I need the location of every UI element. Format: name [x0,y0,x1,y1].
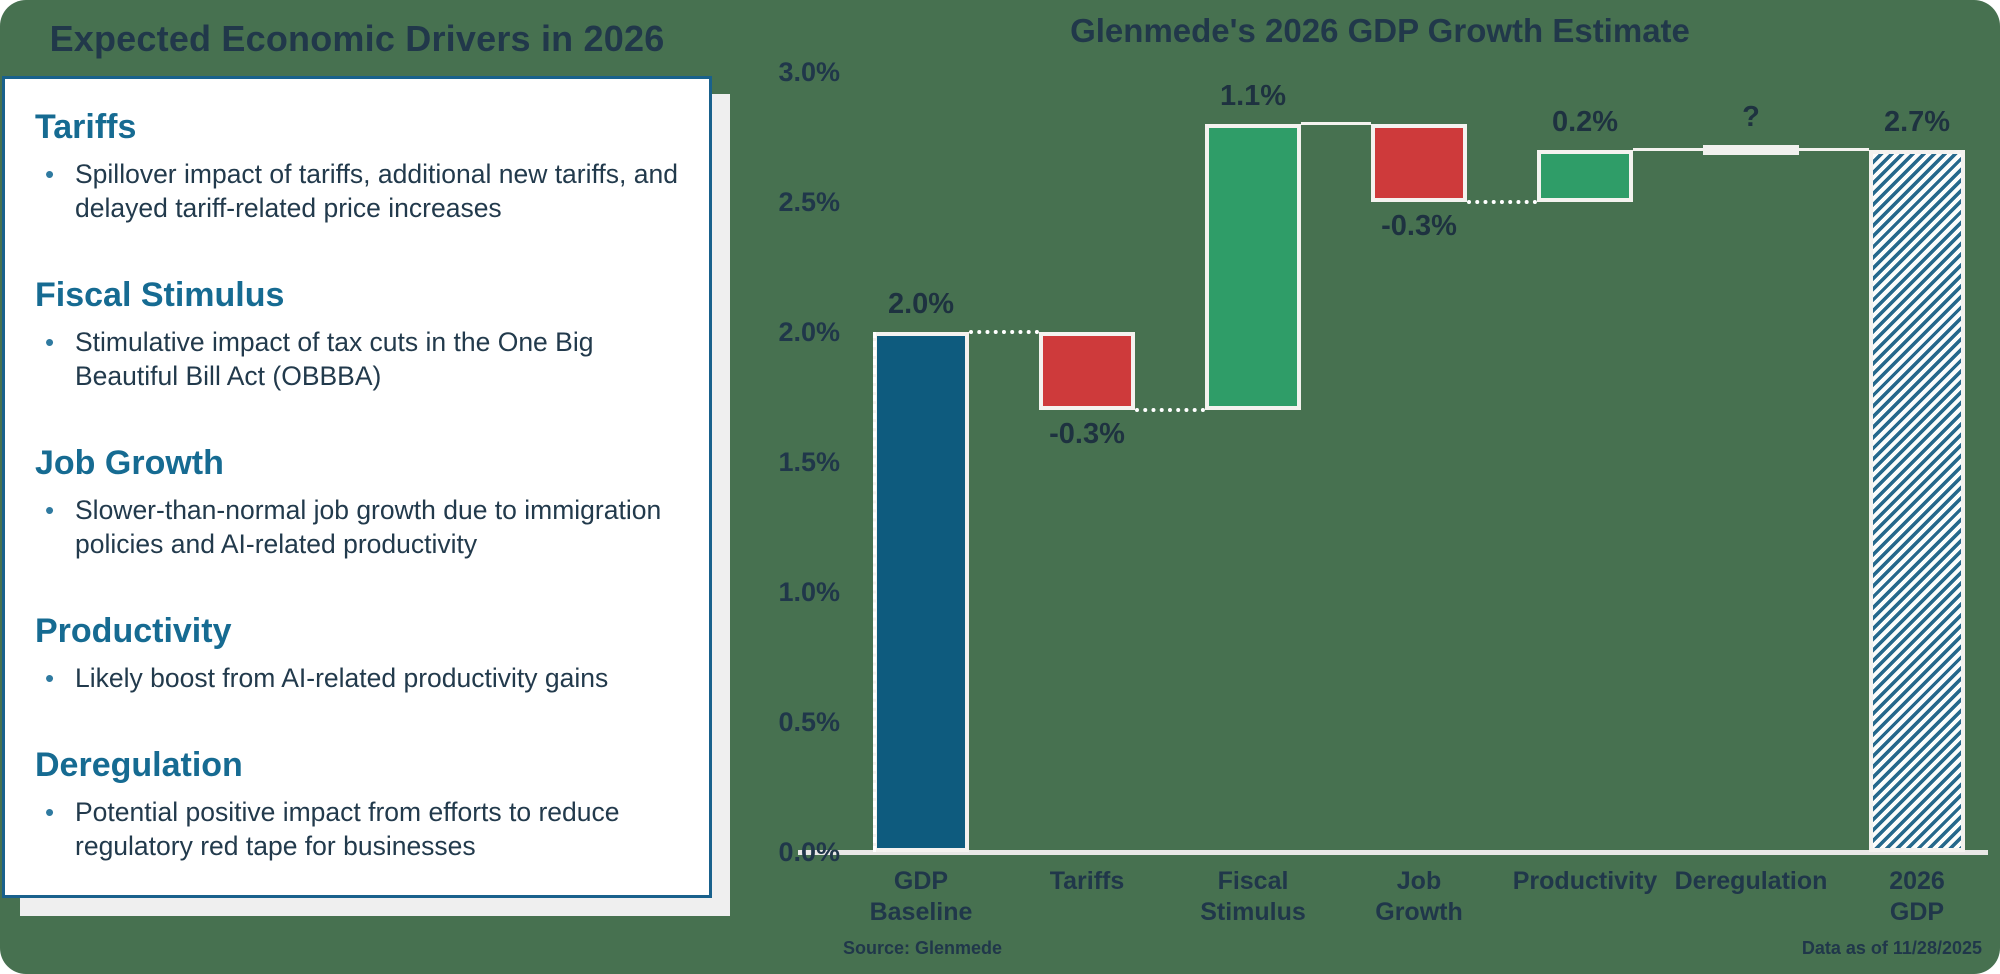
connector-line [1633,148,1703,151]
bar-value-label: 1.1% [1219,80,1287,112]
driver-bullet: • Stimulative impact of tax cuts in the … [35,325,683,393]
bar-value-label: -0.3% [1049,418,1125,450]
connector-line [1301,122,1371,125]
driver-bullet: • Spillover impact of tariffs, additiona… [35,157,683,225]
driver-bullet-text: Slower-than-normal job growth due to imm… [75,495,662,559]
x-axis-label: GDP Baseline [869,867,973,926]
drivers-panel-title: Expected Economic Drivers in 2026 [49,18,665,59]
source-note: Source: Glenmede [843,938,1003,958]
bar-2026-gdp [1869,150,1965,852]
connector-line [1467,200,1537,204]
y-axis-tick-label: 0.5% [778,707,840,737]
data-as-of-note: Data as of 11/28/2025 [1801,938,1982,958]
bullet-dot-icon: • [45,495,55,525]
connector-line [1799,148,1869,151]
bar-job-growth [1371,124,1467,202]
driver-heading-tariffs: Tariffs [35,108,137,146]
driver-bullet: • Slower-than-normal job growth due to i… [35,493,683,561]
y-axis-tick-label: 3.0% [778,57,840,87]
bar-tariffs [1039,332,1135,410]
bullet-dot-icon: • [45,327,55,357]
x-axis-label: Tariffs [1049,867,1125,895]
driver-bullet-text: Stimulative impact of tax cuts in the On… [75,327,594,391]
bar-value-label: 0.2% [1551,106,1619,138]
driver-heading-job-growth: Job Growth [35,444,224,482]
driver-bullet: • Likely boost from AI-related productiv… [35,661,683,695]
bar-value-label: ? [1742,101,1760,133]
x-axis-label: Job Growth [1375,867,1463,926]
bar-fiscal-stimulus [1205,124,1301,410]
bar-left-dashed-edge [873,332,876,852]
bullet-dot-icon: • [45,797,55,827]
y-axis-tick-label: 2.5% [778,187,840,217]
driver-bullet-text: Likely boost from AI-related productivit… [75,663,609,693]
bar-gdp-baseline [873,332,969,852]
x-axis-label: Fiscal Stimulus [1200,867,1306,926]
driver-heading-deregulation: Deregulation [35,746,243,784]
y-axis-tick-label: 1.0% [778,577,840,607]
bar-productivity [1537,150,1633,202]
driver-heading-productivity: Productivity [35,612,232,650]
driver-bullet-text: Spillover impact of tariffs, additional … [75,159,678,223]
x-axis-line [798,850,1988,855]
bar-value-label: -0.3% [1381,210,1457,242]
x-axis-label: Deregulation [1674,867,1828,895]
y-axis-tick-label: 0.0% [778,837,840,867]
chart-title: Glenmede's 2026 GDP Growth Estimate [1070,12,1690,49]
bar-value-label: 2.7% [1883,106,1951,138]
bullet-dot-icon: • [45,663,55,693]
connector-line [969,330,1039,334]
x-axis-label: 2026 GDP [1889,867,1945,926]
driver-bullet: • Potential positive impact from efforts… [35,795,683,863]
y-axis-tick-label: 1.5% [778,447,840,477]
x-axis-label: Productivity [1512,867,1658,895]
bar-deregulation [1703,145,1799,155]
connector-line [1135,408,1205,412]
bullet-dot-icon: • [45,159,55,189]
driver-bullet-text: Potential positive impact from efforts t… [75,797,620,861]
drivers-panel: Tariffs • Spillover impact of tariffs, a… [2,76,712,898]
driver-heading-fiscal-stimulus: Fiscal Stimulus [35,276,285,314]
y-axis-tick-label: 2.0% [778,317,840,347]
bar-value-label: 2.0% [887,288,955,320]
